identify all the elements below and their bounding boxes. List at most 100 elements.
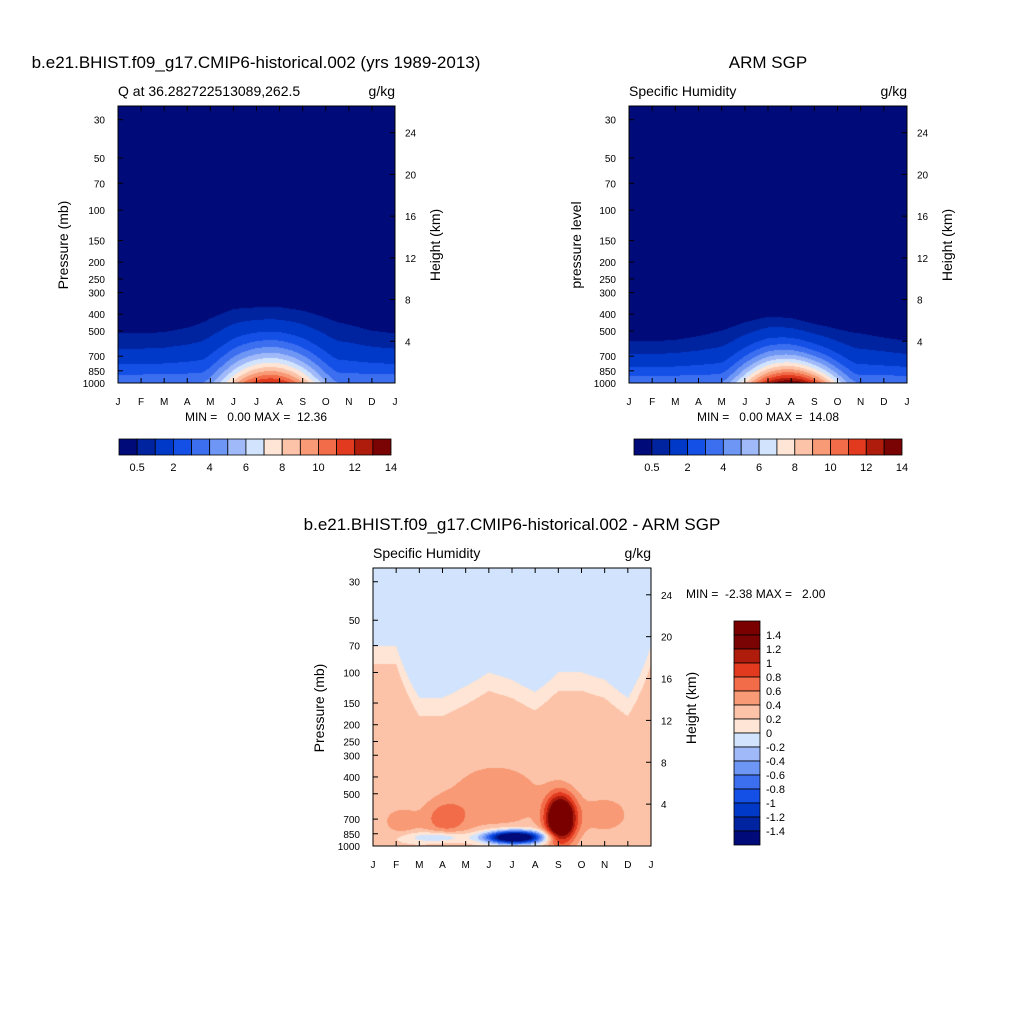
- colorbar-box: [733, 788, 761, 804]
- colorbar-box: [740, 438, 760, 456]
- panel-model-ylabel-right: Height (km): [427, 209, 443, 281]
- x-tick-label: J: [116, 397, 121, 408]
- x-tick-label: J: [627, 397, 632, 408]
- contour-field: [629, 106, 907, 383]
- colorbar-label: -1: [766, 798, 776, 810]
- x-tick-label: S: [299, 397, 306, 408]
- y-tick-label: 200: [343, 721, 360, 732]
- y-right-tick-label: 20: [661, 633, 673, 644]
- y-tick-label: 200: [599, 258, 616, 269]
- x-tick-label: J: [510, 860, 515, 871]
- colorbar-box: [118, 438, 138, 456]
- y-right-tick-label: 24: [917, 129, 929, 140]
- colorbar-box: [136, 438, 156, 456]
- colorbar-box: [633, 438, 653, 456]
- x-tick-label: J: [254, 397, 259, 408]
- y-right-tick-label: 8: [661, 758, 667, 769]
- colorbar-box: [758, 438, 778, 456]
- y-tick-label: 30: [349, 578, 361, 589]
- colorbar-label: 0.8: [766, 672, 781, 684]
- colorbar-label: -1.4: [766, 826, 785, 838]
- colorbar-box: [651, 438, 671, 456]
- panel-obs-left-subtitle: Specific Humidity: [629, 83, 736, 99]
- colorbar-label: 0.5: [129, 462, 144, 474]
- colorbar-label: 0: [766, 728, 772, 740]
- y-tick-label: 70: [349, 642, 361, 653]
- colorbar-box: [354, 438, 374, 456]
- y-right-tick-label: 24: [661, 591, 673, 602]
- x-tick-label: J: [371, 860, 376, 871]
- y-tick-label: 250: [599, 275, 616, 286]
- colorbar-label: 1.4: [766, 630, 781, 642]
- colorbar-box: [281, 438, 301, 456]
- y-tick-label: 300: [88, 289, 105, 300]
- colorbar-box: [263, 438, 283, 456]
- colorbar-label: 1.2: [766, 644, 781, 656]
- x-tick-label: M: [717, 397, 725, 408]
- y-right-tick-label: 12: [405, 254, 417, 265]
- colorbar-box: [154, 438, 174, 456]
- x-tick-label: J: [231, 397, 236, 408]
- colorbar-box: [733, 690, 761, 706]
- panel-model: b.e21.BHIST.f09_g17.CMIP6-historical.002…: [32, 53, 481, 474]
- x-tick-label: M: [160, 397, 168, 408]
- colorbar-box: [865, 438, 885, 456]
- x-tick-label: F: [393, 860, 399, 871]
- colorbar-box: [848, 438, 867, 456]
- colorbar-label: 12: [860, 462, 872, 474]
- colorbar-box: [733, 662, 761, 678]
- colorbar-box: [245, 438, 265, 456]
- colorbar-label: 0.4: [766, 700, 781, 712]
- x-tick-label: N: [345, 397, 352, 408]
- panel-obs-units: g/kg: [881, 83, 907, 99]
- colorbar-box: [733, 676, 761, 692]
- x-tick-label: D: [368, 397, 375, 408]
- colorbar-label: 2: [170, 462, 176, 474]
- colorbar-box: [733, 718, 761, 734]
- colorbar-label: 6: [243, 462, 249, 474]
- x-tick-label: N: [601, 860, 608, 871]
- y-right-tick-label: 4: [917, 337, 923, 348]
- y-right-tick-label: 20: [917, 170, 929, 181]
- colorbar-label: 4: [720, 462, 726, 474]
- y-tick-label: 150: [599, 237, 616, 248]
- panel-model-stats: MIN = 0.00 MAX = 12.36: [185, 410, 327, 424]
- colorbar-box: [705, 438, 724, 456]
- y-right-tick-label: 4: [661, 800, 667, 811]
- colorbar-box: [172, 438, 192, 456]
- panel-diff-stats: MIN = -2.38 MAX = 2.00: [686, 587, 826, 601]
- colorbar-box: [733, 816, 761, 832]
- y-tick-label: 1000: [83, 379, 106, 390]
- y-right-tick-label: 8: [405, 296, 411, 307]
- y-tick-label: 300: [599, 289, 616, 300]
- y-tick-label: 1000: [594, 379, 617, 390]
- colorbar-label: 8: [792, 462, 798, 474]
- x-tick-label: F: [649, 397, 655, 408]
- panel-diff-title: b.e21.BHIST.f09_g17.CMIP6-historical.002…: [304, 515, 721, 534]
- panel-model-left-subtitle: Q at 36.282722513089,262.5: [118, 83, 300, 99]
- colorbar-box: [372, 438, 392, 456]
- colorbar-box: [191, 438, 211, 456]
- panel-obs-colorbar: 0.5 2 4 6 8 10 12 14: [633, 438, 908, 474]
- y-tick-label: 400: [599, 310, 616, 321]
- y-right-tick-label: 4: [405, 337, 411, 348]
- x-tick-label: M: [206, 397, 214, 408]
- y-tick-label: 100: [88, 206, 105, 217]
- y-right-tick-label: 12: [661, 716, 673, 727]
- colorbar-box: [794, 438, 814, 456]
- x-tick-label: A: [695, 397, 702, 408]
- x-tick-label: S: [555, 860, 562, 871]
- y-tick-label: 50: [94, 154, 106, 165]
- y-tick-label: 850: [599, 367, 616, 378]
- colorbar-box: [209, 438, 229, 456]
- y-tick-label: 500: [599, 327, 616, 338]
- y-right-tick-label: 12: [917, 254, 929, 265]
- panel-model-ylabel: Pressure (mb): [55, 201, 71, 290]
- colorbar-box: [733, 802, 761, 818]
- colorbar-label: 1: [766, 658, 772, 670]
- y-tick-label: 150: [88, 237, 105, 248]
- colorbar-label: 6: [756, 462, 762, 474]
- y-tick-label: 700: [599, 352, 616, 363]
- x-tick-label: A: [788, 397, 795, 408]
